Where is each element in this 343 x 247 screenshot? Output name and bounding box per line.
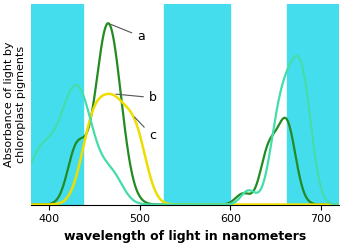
Bar [164,4,230,205]
Text: a: a [111,24,145,43]
X-axis label: wavelength of light in nanometers: wavelength of light in nanometers [64,230,306,243]
Y-axis label: Absorbance of light by
chloroplast pigments: Absorbance of light by chloroplast pigme… [4,41,26,167]
Text: b: b [116,91,157,104]
Bar [31,4,83,205]
Bar [287,4,339,205]
Text: c: c [134,117,156,142]
